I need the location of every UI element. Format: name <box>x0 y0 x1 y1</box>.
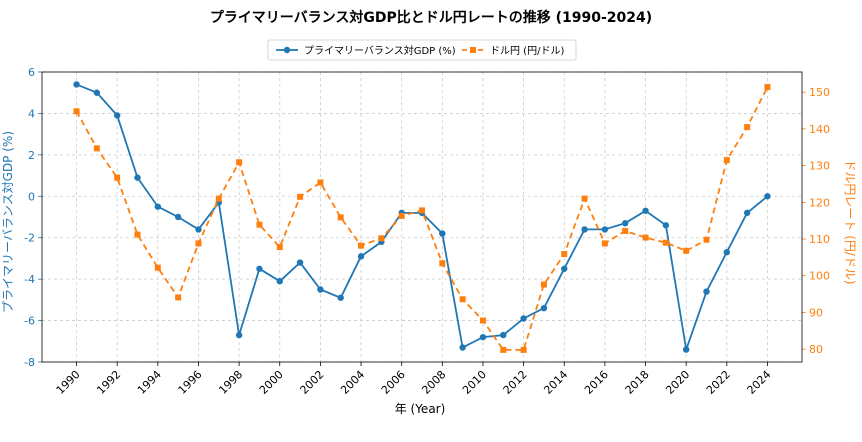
data-point <box>479 333 487 341</box>
y-right-tick-label: 110 <box>809 233 830 246</box>
data-point <box>723 249 731 256</box>
data-point <box>662 222 670 229</box>
y-left-tick-label: -8 <box>24 356 35 369</box>
data-point <box>256 265 263 272</box>
data-point <box>662 239 669 246</box>
y-axis-label-left: プライマリーバランス対GDP (%) <box>1 131 15 313</box>
y-left-tick-label: 2 <box>28 149 35 162</box>
data-point <box>357 253 365 260</box>
data-point <box>134 231 141 238</box>
data-point <box>296 259 304 266</box>
data-point <box>134 174 141 181</box>
data-point <box>256 221 263 228</box>
data-point <box>459 344 466 351</box>
y-right-tick-label: 80 <box>809 343 823 356</box>
data-point <box>93 89 101 96</box>
data-point <box>642 234 649 241</box>
data-point <box>581 195 588 202</box>
data-point <box>358 242 365 249</box>
data-point <box>154 203 162 210</box>
series-layer <box>73 81 771 353</box>
data-point <box>561 251 568 258</box>
data-point <box>398 212 405 219</box>
data-point <box>744 124 751 131</box>
data-point <box>93 145 100 152</box>
data-point <box>73 108 80 115</box>
data-point <box>459 296 466 303</box>
data-point <box>561 265 568 272</box>
chart-title: プライマリーバランス対GDP比とドル円レートの推移 (1990-2024) <box>210 9 652 26</box>
data-point <box>439 260 446 267</box>
data-point <box>520 315 527 322</box>
y-left-tick-label: -4 <box>24 273 35 286</box>
data-point <box>114 174 121 181</box>
data-point <box>195 226 202 233</box>
data-point <box>317 286 324 293</box>
data-point <box>520 346 527 353</box>
data-point <box>683 247 690 254</box>
data-point <box>540 281 547 288</box>
y-left-tick-label: 4 <box>28 107 35 120</box>
data-point <box>764 84 771 91</box>
data-point <box>540 304 548 312</box>
data-point <box>378 235 385 242</box>
y-right-tick-label: 150 <box>809 86 830 99</box>
data-point <box>439 230 446 237</box>
data-point <box>113 112 121 119</box>
data-point <box>317 179 324 186</box>
legend-marker <box>470 47 476 53</box>
data-point <box>175 294 182 301</box>
data-point <box>622 227 629 234</box>
data-point <box>235 331 243 339</box>
data-point <box>236 159 243 166</box>
data-point <box>601 240 608 247</box>
data-point <box>500 331 507 339</box>
data-point <box>601 226 609 233</box>
data-point <box>174 213 182 221</box>
y-right-tick-label: 120 <box>809 196 830 209</box>
y-right-tick-label: 140 <box>809 123 830 136</box>
legend: プライマリーバランス対GDP (%) ドル円 (円/ドル) <box>267 39 577 61</box>
data-point <box>642 207 649 214</box>
data-point <box>337 294 344 301</box>
y-left-tick-label: 6 <box>28 66 35 79</box>
y-left-tick-label: -2 <box>24 232 35 245</box>
data-point <box>682 346 690 353</box>
y-right-tick-label: 130 <box>809 160 830 173</box>
data-point <box>703 288 710 295</box>
data-point <box>703 236 710 243</box>
plot-frame <box>41 71 803 363</box>
data-point <box>419 207 425 214</box>
legend-box <box>267 39 577 61</box>
data-point <box>743 209 751 217</box>
legend-label: プライマリーバランス対GDP (%) <box>304 44 456 57</box>
data-point <box>215 195 222 202</box>
data-point <box>73 81 80 88</box>
y-left-tick-label: -6 <box>24 315 35 328</box>
legend-marker <box>283 46 291 54</box>
data-point <box>500 346 507 353</box>
data-point <box>479 317 486 324</box>
data-point <box>297 193 304 200</box>
y-right-tick-label: 90 <box>809 306 823 319</box>
y-axis-label-right: ドル円レート (円/ドル) <box>843 159 857 284</box>
data-point <box>581 226 588 233</box>
data-point <box>195 240 202 247</box>
x-axis-label: 年 (Year) <box>395 402 446 416</box>
data-point <box>764 193 771 200</box>
y-right-tick-label: 100 <box>809 270 830 283</box>
data-point <box>622 220 629 227</box>
y-left-tick-label: 0 <box>28 190 35 203</box>
series-usdjpy <box>73 84 771 353</box>
data-point <box>154 264 161 271</box>
data-point <box>276 244 283 251</box>
legend-label: ドル円 (円/ドル) <box>490 46 564 57</box>
data-point <box>276 278 283 285</box>
data-point <box>723 157 730 164</box>
data-point <box>337 214 344 221</box>
